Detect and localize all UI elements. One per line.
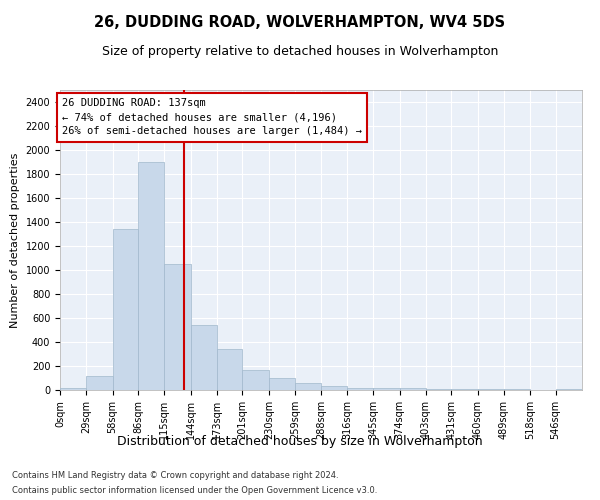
- Bar: [191, 325, 217, 390]
- Bar: [86, 376, 113, 390]
- Bar: [347, 388, 373, 390]
- Bar: [295, 384, 322, 390]
- Bar: [138, 162, 164, 390]
- Text: Distribution of detached houses by size in Wolverhampton: Distribution of detached houses by size …: [117, 435, 483, 448]
- Bar: [373, 388, 400, 390]
- Text: Contains public sector information licensed under the Open Government Licence v3: Contains public sector information licen…: [12, 486, 377, 495]
- Text: Contains HM Land Registry data © Crown copyright and database right 2024.: Contains HM Land Registry data © Crown c…: [12, 471, 338, 480]
- Text: 26 DUDDING ROAD: 137sqm
← 74% of detached houses are smaller (4,196)
26% of semi: 26 DUDDING ROAD: 137sqm ← 74% of detache…: [62, 98, 362, 136]
- Bar: [426, 389, 451, 390]
- Bar: [242, 370, 269, 390]
- Bar: [478, 389, 504, 390]
- Bar: [322, 386, 347, 390]
- Text: Size of property relative to detached houses in Wolverhampton: Size of property relative to detached ho…: [102, 45, 498, 58]
- Text: 26, DUDDING ROAD, WOLVERHAMPTON, WV4 5DS: 26, DUDDING ROAD, WOLVERHAMPTON, WV4 5DS: [94, 15, 506, 30]
- Y-axis label: Number of detached properties: Number of detached properties: [10, 152, 20, 328]
- Bar: [269, 378, 295, 390]
- Bar: [60, 388, 86, 390]
- Bar: [113, 229, 138, 390]
- Bar: [164, 264, 191, 390]
- Bar: [400, 388, 426, 390]
- Bar: [217, 349, 242, 390]
